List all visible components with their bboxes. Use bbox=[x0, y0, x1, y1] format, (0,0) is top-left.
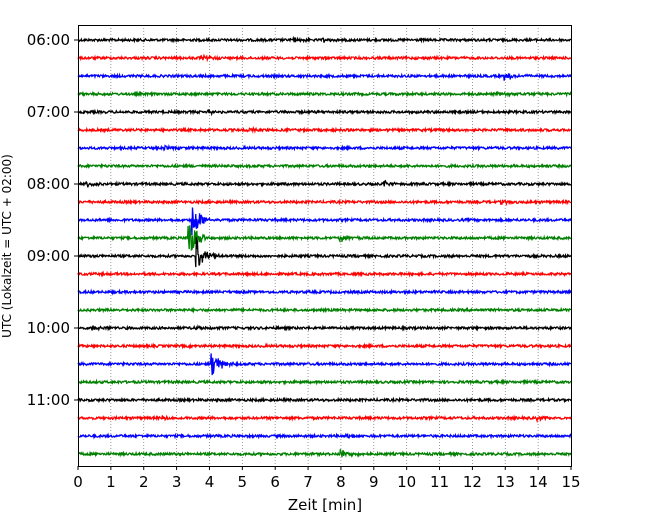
trace-line bbox=[77, 449, 572, 458]
trace-line bbox=[77, 90, 572, 98]
x-tick-label: 5 bbox=[238, 473, 248, 491]
trace-line bbox=[77, 162, 572, 170]
x-axis-label: Zeit [min] bbox=[288, 496, 362, 514]
x-tick-label: 12 bbox=[463, 473, 482, 491]
x-tick-label: 0 bbox=[73, 473, 83, 491]
y-tick-label: 11:00 bbox=[27, 391, 70, 409]
trace-line bbox=[77, 35, 572, 44]
y-tick-label: 07:00 bbox=[27, 103, 70, 121]
x-tick-label: 13 bbox=[496, 473, 515, 491]
y-tick-label: 06:00 bbox=[27, 31, 70, 49]
x-axis-ticks: 0 1 2 3 4 5 6 7 8 9 10 11 12 13 14 15 bbox=[73, 466, 581, 491]
x-tick-label: 8 bbox=[336, 473, 346, 491]
x-tick-label: 3 bbox=[172, 473, 182, 491]
x-tick-label: 11 bbox=[430, 473, 449, 491]
trace-line bbox=[77, 125, 572, 134]
x-tick-label: 7 bbox=[303, 473, 313, 491]
trace-line bbox=[77, 108, 572, 117]
x-tick-label: 15 bbox=[561, 473, 580, 491]
trace-line bbox=[77, 225, 572, 251]
trace-line bbox=[77, 324, 572, 332]
trace-line bbox=[77, 306, 572, 314]
x-tick-label: 14 bbox=[529, 473, 548, 491]
trace-line bbox=[77, 179, 572, 188]
x-tick-label: 2 bbox=[139, 473, 149, 491]
trace-line bbox=[77, 144, 572, 152]
trace-lines bbox=[77, 35, 572, 458]
trace-line bbox=[77, 270, 572, 278]
x-tick-label: 9 bbox=[369, 473, 379, 491]
x-tick-label: 6 bbox=[270, 473, 280, 491]
trace-line bbox=[77, 237, 572, 268]
trace-line bbox=[77, 353, 572, 376]
x-tick-label: 1 bbox=[106, 473, 116, 491]
trace-line bbox=[77, 378, 572, 386]
trace-line bbox=[77, 53, 572, 63]
y-tick-label: 09:00 bbox=[27, 247, 70, 265]
y-tick-label: 08:00 bbox=[27, 175, 70, 193]
trace-line bbox=[77, 432, 572, 440]
x-tick-label: 10 bbox=[397, 473, 416, 491]
x-tick-label: 4 bbox=[205, 473, 215, 491]
trace-line bbox=[77, 72, 572, 81]
trace-line bbox=[77, 414, 572, 424]
trace-line bbox=[77, 207, 572, 236]
y-axis-label: UTC (Lokalzeit = UTC + 02:00) bbox=[0, 154, 14, 338]
plot-frame bbox=[78, 25, 572, 467]
trace-line bbox=[77, 396, 572, 404]
trace-line bbox=[77, 198, 572, 207]
y-axis-ticks: 06:00 07:00 08:00 09:00 10:00 11:00 bbox=[27, 31, 78, 409]
trace-line bbox=[77, 288, 572, 296]
y-tick-label: 10:00 bbox=[27, 319, 70, 337]
trace-line bbox=[77, 342, 572, 350]
